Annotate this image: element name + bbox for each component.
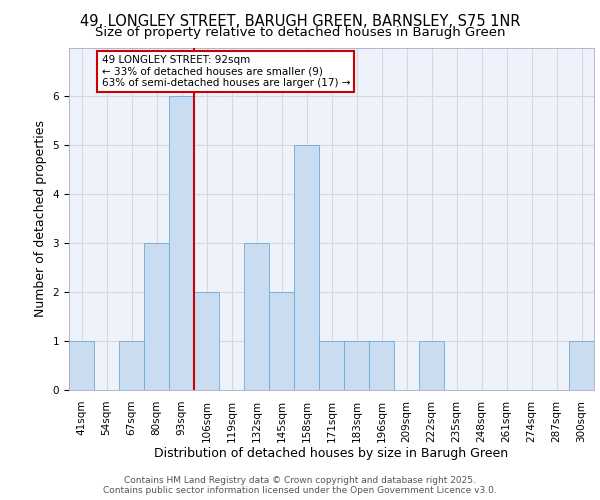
Text: 49 LONGLEY STREET: 92sqm
← 33% of detached houses are smaller (9)
63% of semi-de: 49 LONGLEY STREET: 92sqm ← 33% of detach… (101, 55, 350, 88)
X-axis label: Distribution of detached houses by size in Barugh Green: Distribution of detached houses by size … (154, 448, 509, 460)
Bar (144, 243, 169, 390)
Bar (119, 341, 144, 390)
Bar (269, 292, 294, 390)
Bar (419, 341, 444, 390)
Bar (69, 341, 94, 390)
Bar (294, 146, 319, 390)
Text: 49, LONGLEY STREET, BARUGH GREEN, BARNSLEY, S75 1NR: 49, LONGLEY STREET, BARUGH GREEN, BARNSL… (80, 14, 520, 29)
Text: Size of property relative to detached houses in Barugh Green: Size of property relative to detached ho… (95, 26, 505, 39)
Bar (344, 341, 369, 390)
Bar (244, 243, 269, 390)
Bar (369, 341, 394, 390)
Bar (194, 292, 219, 390)
Y-axis label: Number of detached properties: Number of detached properties (34, 120, 47, 318)
Bar (319, 341, 344, 390)
Bar (569, 341, 594, 390)
Bar (169, 96, 194, 390)
Text: Contains HM Land Registry data © Crown copyright and database right 2025.
Contai: Contains HM Land Registry data © Crown c… (103, 476, 497, 495)
